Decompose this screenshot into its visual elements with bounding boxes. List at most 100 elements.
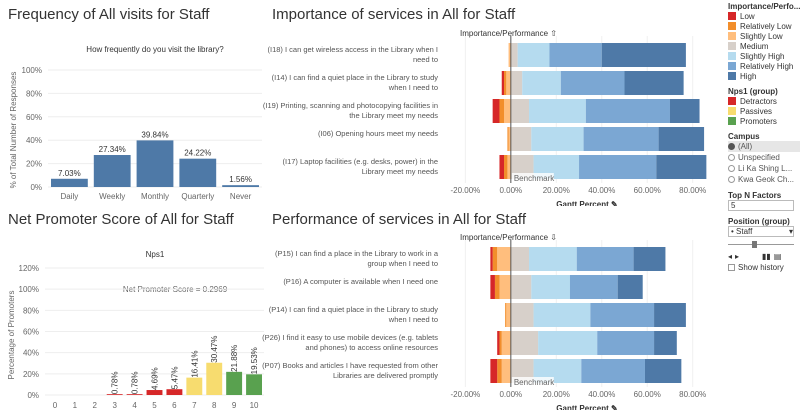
gantt-segment[interactable] bbox=[510, 303, 534, 327]
gantt-segment[interactable] bbox=[494, 275, 500, 299]
next-icon[interactable]: ▸ bbox=[735, 252, 740, 261]
gantt-segment[interactable] bbox=[499, 155, 505, 179]
gantt-segment[interactable] bbox=[490, 275, 495, 299]
gantt-segment[interactable] bbox=[501, 359, 511, 383]
layout-icon[interactable]: ▤ bbox=[773, 252, 782, 261]
performance-header[interactable]: Importance/Performance ⇩ bbox=[460, 233, 557, 242]
gantt-segment[interactable] bbox=[656, 155, 707, 179]
gantt-segment[interactable] bbox=[510, 71, 523, 95]
gantt-segment[interactable] bbox=[501, 71, 505, 95]
legend-item[interactable]: High bbox=[728, 71, 800, 81]
frequency-bar[interactable] bbox=[136, 140, 174, 187]
gantt-segment[interactable] bbox=[581, 359, 645, 383]
gantt-segment[interactable] bbox=[497, 331, 500, 355]
topn-input[interactable]: 5 bbox=[728, 200, 794, 211]
gantt-segment[interactable] bbox=[504, 71, 507, 95]
frequency-bar[interactable] bbox=[179, 158, 217, 187]
campus-option[interactable]: Kwa Geok Ch... bbox=[728, 174, 800, 185]
gantt-segment[interactable] bbox=[601, 43, 686, 67]
legend-item[interactable]: Medium bbox=[728, 41, 800, 51]
gantt-segment[interactable] bbox=[506, 71, 511, 95]
gantt-segment[interactable] bbox=[583, 127, 659, 151]
gantt-segment[interactable] bbox=[654, 331, 677, 355]
gantt-segment[interactable] bbox=[510, 275, 532, 299]
legend-item[interactable]: Relatively High bbox=[728, 61, 800, 71]
gantt-segment[interactable] bbox=[499, 331, 502, 355]
campus-option[interactable]: (All) bbox=[728, 141, 800, 152]
gantt-segment[interactable] bbox=[507, 155, 511, 179]
legend-item[interactable]: Low bbox=[728, 11, 800, 21]
gantt-segment[interactable] bbox=[529, 247, 577, 271]
gantt-segment[interactable] bbox=[531, 127, 584, 151]
radio-icon[interactable] bbox=[728, 154, 735, 161]
frequency-bar[interactable] bbox=[51, 178, 88, 187]
gantt-segment[interactable] bbox=[497, 359, 502, 383]
frequency-bar[interactable] bbox=[93, 155, 131, 187]
nps-bar[interactable] bbox=[146, 390, 163, 395]
nps-bar[interactable] bbox=[106, 394, 123, 395]
gantt-segment[interactable] bbox=[585, 99, 670, 123]
nps-bar[interactable] bbox=[206, 362, 223, 395]
gantt-segment[interactable] bbox=[507, 127, 509, 151]
gantt-segment[interactable] bbox=[569, 275, 618, 299]
gantt-segment[interactable] bbox=[505, 303, 507, 327]
gantt-segment[interactable] bbox=[633, 247, 666, 271]
gantt-segment[interactable] bbox=[654, 303, 686, 327]
gantt-segment[interactable] bbox=[560, 71, 625, 95]
legend-item[interactable]: Relatively Low bbox=[728, 21, 800, 31]
campus-option[interactable]: Li Ka Shing L... bbox=[728, 163, 800, 174]
gantt-segment[interactable] bbox=[597, 331, 655, 355]
gantt-segment[interactable] bbox=[504, 155, 508, 179]
gantt-segment[interactable] bbox=[538, 331, 598, 355]
gantt-segment[interactable] bbox=[644, 359, 682, 383]
gantt-segment[interactable] bbox=[510, 99, 530, 123]
radio-icon[interactable] bbox=[728, 176, 735, 183]
gantt-segment[interactable] bbox=[508, 43, 511, 67]
gantt-segment[interactable] bbox=[497, 247, 511, 271]
nps-bar[interactable] bbox=[246, 374, 262, 395]
gantt-segment[interactable] bbox=[576, 247, 634, 271]
nps-legend-item[interactable]: Detractors bbox=[728, 96, 800, 106]
frequency-bar[interactable] bbox=[222, 185, 259, 187]
gantt-segment[interactable] bbox=[531, 275, 570, 299]
gantt-segment[interactable] bbox=[517, 43, 550, 67]
gantt-segment[interactable] bbox=[579, 155, 657, 179]
gantt-segment[interactable] bbox=[499, 99, 505, 123]
gantt-segment[interactable] bbox=[508, 127, 511, 151]
gantt-segment[interactable] bbox=[624, 71, 684, 95]
gantt-segment[interactable] bbox=[549, 43, 602, 67]
campus-option[interactable]: Unspecified bbox=[728, 152, 800, 163]
radio-icon[interactable] bbox=[728, 143, 735, 150]
legend-item[interactable]: Slightly High bbox=[728, 51, 800, 61]
gantt-segment[interactable] bbox=[492, 99, 500, 123]
gantt-segment[interactable] bbox=[617, 275, 643, 299]
gantt-segment[interactable] bbox=[510, 331, 539, 355]
gantt-segment[interactable] bbox=[490, 359, 498, 383]
gantt-segment[interactable] bbox=[506, 303, 511, 327]
nps-bar[interactable] bbox=[126, 394, 143, 395]
nps-bar[interactable] bbox=[166, 389, 183, 395]
gantt-segment[interactable] bbox=[669, 99, 700, 123]
position-slider[interactable] bbox=[728, 240, 794, 250]
gantt-segment[interactable] bbox=[501, 331, 511, 355]
gantt-segment[interactable] bbox=[590, 303, 655, 327]
nps-legend-item[interactable]: Promoters bbox=[728, 116, 800, 126]
gantt-segment[interactable] bbox=[504, 99, 511, 123]
gantt-segment[interactable] bbox=[658, 127, 705, 151]
gantt-segment[interactable] bbox=[492, 247, 498, 271]
gantt-segment[interactable] bbox=[490, 247, 493, 271]
nps-legend-item[interactable]: Passives bbox=[728, 106, 800, 116]
position-select[interactable]: • Staff ▾ bbox=[728, 226, 794, 237]
gantt-segment[interactable] bbox=[499, 275, 511, 299]
nps-bar[interactable] bbox=[226, 371, 243, 395]
importance-header[interactable]: Importance/Performance ⇧ bbox=[460, 29, 557, 38]
radio-icon[interactable] bbox=[728, 165, 735, 172]
gantt-segment[interactable] bbox=[510, 247, 530, 271]
gantt-segment[interactable] bbox=[529, 99, 586, 123]
gantt-segment[interactable] bbox=[510, 127, 532, 151]
legend-item[interactable]: Slightly Low bbox=[728, 31, 800, 41]
checkbox-icon[interactable] bbox=[728, 264, 735, 271]
playback-icon[interactable]: ▮▮ bbox=[762, 252, 771, 261]
prev-icon[interactable]: ◂ bbox=[728, 252, 733, 261]
gantt-segment[interactable] bbox=[533, 303, 591, 327]
